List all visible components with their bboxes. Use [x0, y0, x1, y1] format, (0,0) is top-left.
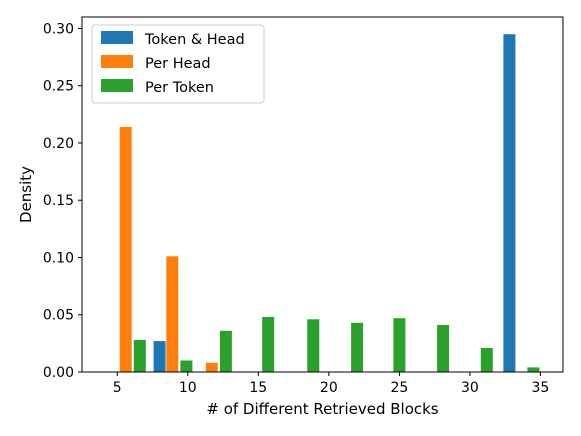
legend-label: Per Head [145, 56, 211, 72]
bar-per-token-3 [262, 317, 275, 372]
x-tick-label: 5 [113, 380, 122, 396]
x-tick-label: 10 [179, 380, 197, 396]
x-tick-label: 20 [320, 380, 338, 396]
x-tick-label: 30 [461, 380, 479, 396]
y-tick-label: 0.30 [43, 21, 74, 37]
bar-token-head-0 [153, 341, 166, 372]
bars-layer [119, 34, 540, 373]
legend-label: Token & Head [144, 32, 245, 48]
x-axis-label: # of Different Retrieved Blocks [206, 400, 438, 418]
bar-per-token-7 [437, 325, 450, 372]
x-tick-label: 35 [532, 380, 550, 396]
y-tick-label: 0.15 [43, 193, 74, 209]
y-tick-label: 0.20 [43, 136, 74, 152]
plot-frame [81, 16, 564, 373]
y-tick-label: 0.25 [43, 79, 74, 95]
bar-per-token-1 [180, 360, 193, 372]
legend-swatch [101, 31, 133, 44]
legend-label: Per Token [145, 80, 214, 96]
y-tick-label: 0.05 [43, 308, 74, 324]
bar-per-head-0 [119, 126, 132, 373]
bar-per-token-6 [393, 318, 406, 372]
x-tick-label: 25 [390, 380, 408, 396]
bar-per-token-4 [307, 319, 320, 372]
bar-per-token-0 [133, 339, 146, 372]
bar-per-token-2 [219, 330, 232, 372]
bar-per-token-5 [351, 322, 364, 372]
y-tick-label: 0.00 [43, 365, 74, 381]
bar-per-head-1 [166, 256, 179, 372]
bar-per-head-2 [205, 362, 218, 372]
x-axis-ticks: 5 10 15 20 25 30 35 [113, 372, 550, 396]
y-axis-ticks: 0.00 0.05 0.10 0.15 0.20 0.25 0.30 [43, 21, 82, 381]
legend-swatch [101, 79, 133, 92]
bar-token-head-1 [503, 34, 516, 372]
bar-per-token-8 [480, 348, 493, 372]
legend: Token & Head Per Head Per Token [91, 24, 265, 104]
bar-per-token-9 [527, 367, 540, 372]
y-tick-label: 0.10 [43, 250, 74, 266]
x-tick-label: 15 [249, 380, 267, 396]
legend-box [91, 24, 265, 104]
legend-swatch [101, 55, 133, 68]
y-axis-label: Density [17, 166, 35, 223]
